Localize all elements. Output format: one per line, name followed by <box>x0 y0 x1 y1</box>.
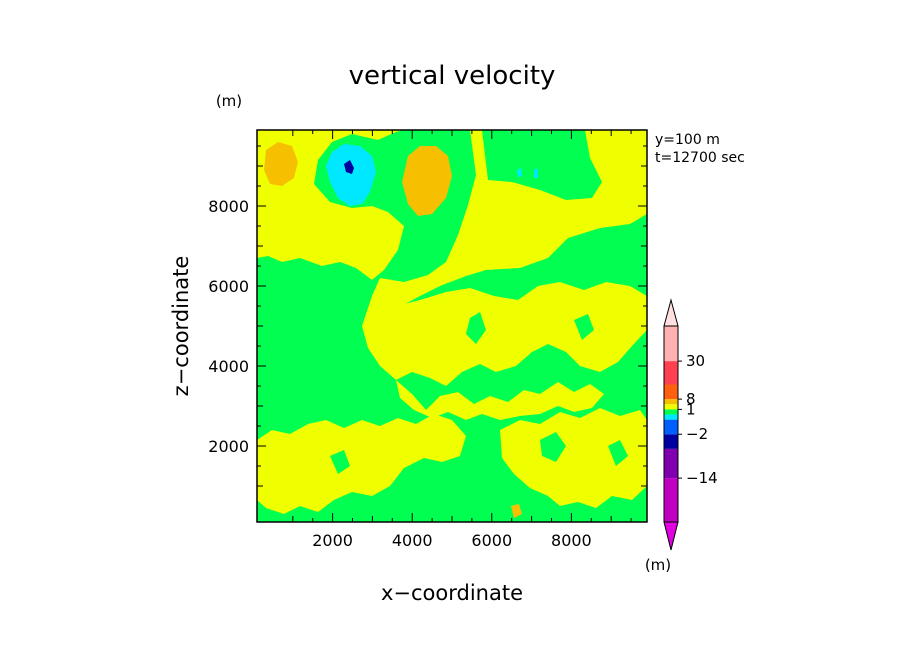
contour-strong-negative-spot <box>344 160 354 174</box>
contour-peak-center <box>402 146 452 216</box>
contour-neutral-hole-1 <box>298 310 318 338</box>
contour-neutral-hole-2 <box>466 312 486 344</box>
y-tick-label: 4000 <box>208 357 249 376</box>
y-tick-label: 6000 <box>208 277 249 296</box>
colorbar-label: 30 <box>686 352 705 370</box>
chart-title: vertical velocity <box>349 61 556 91</box>
colorbar-band <box>664 414 678 420</box>
colorbar-unit-label: (m) <box>645 556 671 574</box>
x-tick-label: 6000 <box>471 531 512 550</box>
colorbar-band <box>664 326 678 362</box>
y-axis-label: z−coordinate <box>169 256 193 397</box>
x-axis-label: x−coordinate <box>381 581 523 605</box>
info-line-y: y=100 m <box>655 132 720 148</box>
colorbar-band <box>664 404 678 410</box>
contour-neutral-hole-5 <box>608 440 628 466</box>
colorbar: 30 81 −2 −14 <box>663 298 718 551</box>
x-tick-label: 2000 <box>312 531 353 550</box>
contour-peak-left <box>264 142 298 186</box>
contour-field <box>257 130 647 522</box>
contour-positive-lower-left <box>257 414 466 514</box>
contour-small-negative-2 <box>534 168 538 178</box>
colorbar-label: 8 <box>686 390 696 408</box>
contour-neutral-hole-6 <box>416 470 438 500</box>
x-tick-label: 4000 <box>392 531 433 550</box>
colorbar-band <box>664 448 678 479</box>
colorbar-band <box>664 384 678 400</box>
y-unit-label: (m) <box>216 92 242 110</box>
colorbar-label: 1 <box>686 400 696 418</box>
contour-positive-lower-right <box>500 408 647 508</box>
y-tick-label: 8000 <box>208 197 249 216</box>
contour-small-negative-1 <box>517 168 522 177</box>
contour-positive-upper <box>257 130 647 312</box>
colorbar-band <box>664 399 678 405</box>
contour-neutral-hole-4 <box>540 432 566 462</box>
colorbar-label: −14 <box>686 469 718 487</box>
x-axis: 2000 4000 6000 8000 <box>292 130 632 550</box>
colorbar-band <box>664 361 678 385</box>
colorbar-band <box>664 478 678 522</box>
y-axis: 2000 4000 6000 8000 <box>208 145 647 487</box>
colorbar-band <box>664 409 678 415</box>
contour-positive-middle <box>362 282 647 386</box>
contour-neutral-hole-7 <box>330 450 350 474</box>
info-line-t: t=12700 sec <box>655 150 745 166</box>
contour-positive-center-band <box>396 380 604 420</box>
colorbar-frame <box>663 325 679 523</box>
colorbar-band <box>664 434 678 449</box>
colorbar-label: −2 <box>686 425 708 443</box>
contour-peak-bottom <box>511 504 522 518</box>
x-tick-label: 8000 <box>551 531 592 550</box>
y-tick-label: 2000 <box>208 437 249 456</box>
contour-negative-core <box>326 144 376 206</box>
colorbar-over-arrow <box>663 298 679 327</box>
colorbar-under-arrow <box>663 521 679 551</box>
colorbar-band <box>664 419 678 435</box>
contour-neutral-hole-3 <box>574 314 594 340</box>
